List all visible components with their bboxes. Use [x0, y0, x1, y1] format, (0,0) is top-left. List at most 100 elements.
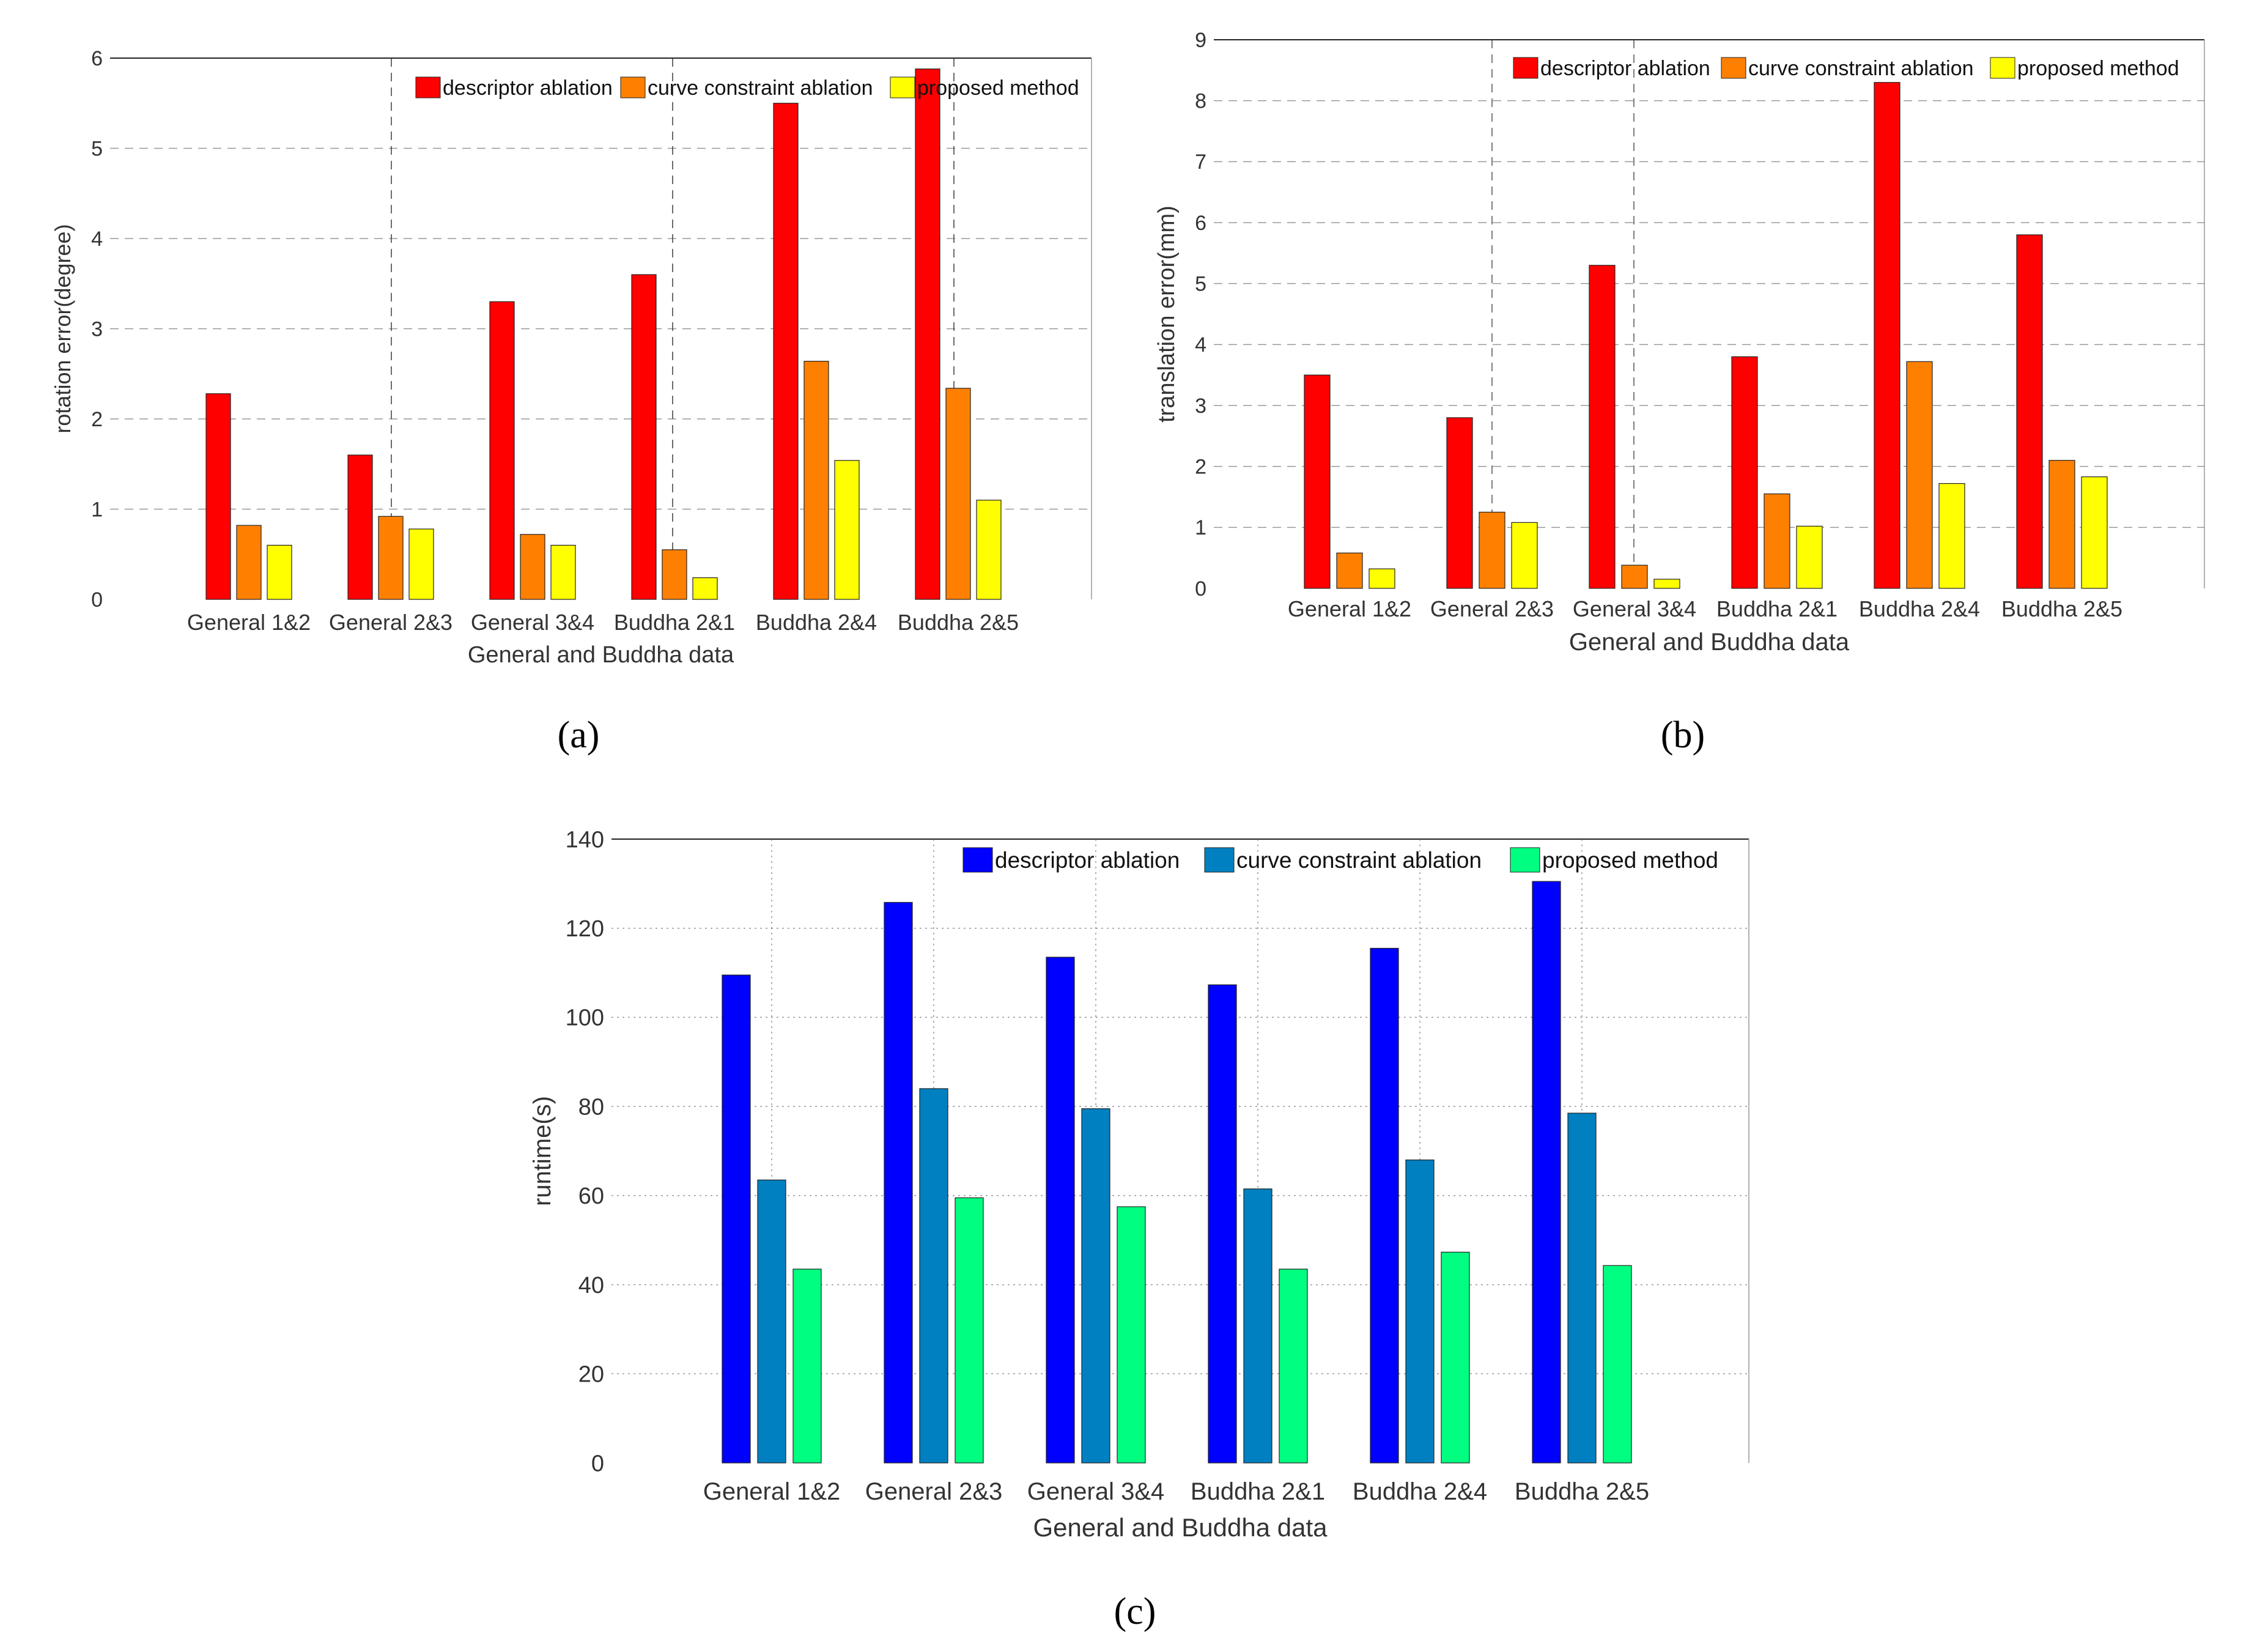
- bar-proposed-method-5: [2081, 476, 2108, 589]
- bar-proposed-method-1: [408, 528, 434, 600]
- bar-curve-constraint-ablation-0: [236, 525, 262, 600]
- bar-curve-constraint-ablation-2: [520, 534, 545, 600]
- legend-label: curve constraint ablation: [1748, 57, 1974, 80]
- bar-descriptor-ablation-1: [884, 901, 913, 1464]
- x-tick-label: Buddha 2&1: [1191, 1478, 1325, 1505]
- x-tick-label: General 3&4: [1027, 1478, 1165, 1505]
- legend-swatch: [1721, 57, 1746, 79]
- x-tick-label: Buddha 2&1: [614, 610, 735, 635]
- legend-label: proposed method: [2017, 57, 2179, 80]
- bar-curve-constraint-ablation-4: [803, 360, 829, 600]
- bar-descriptor-ablation-2: [1589, 265, 1616, 589]
- bar-curve-constraint-ablation-1: [1479, 511, 1505, 589]
- y-tick-label: 60: [578, 1183, 604, 1209]
- y-tick-label: 6: [91, 47, 103, 70]
- x-axis-label: General and Buddha data: [1569, 629, 1850, 656]
- y-tick-label: 3: [1195, 394, 1206, 418]
- y-tick-label: 0: [591, 1451, 604, 1476]
- y-tick-label: 20: [578, 1362, 604, 1388]
- y-tick-label: 140: [566, 827, 604, 853]
- bar-curve-constraint-ablation-0: [757, 1179, 786, 1464]
- bar-curve-constraint-ablation-5: [2048, 460, 2075, 589]
- x-tick-label: General 3&4: [1573, 596, 1696, 621]
- x-tick-label: General 1&2: [1288, 596, 1411, 621]
- bar-descriptor-ablation-3: [631, 274, 657, 600]
- y-axis-label: rotation error(degree): [50, 224, 75, 433]
- y-tick-label: 1: [1195, 516, 1206, 539]
- legend-swatch: [1204, 847, 1235, 873]
- x-tick-label: General 1&2: [703, 1478, 841, 1505]
- y-tick-label: 4: [91, 228, 103, 251]
- bar-proposed-method-3: [1279, 1268, 1308, 1464]
- bar-proposed-method-3: [692, 577, 718, 600]
- legend-swatch: [1990, 57, 2015, 79]
- legend-swatch: [415, 76, 441, 98]
- chart-b-translation-error: 0 1 2 3 4 5 6 7 8 9 General 1&2 General 2&3 General …: [1154, 29, 2205, 756]
- x-axis-label: General and Buddha data: [468, 642, 734, 668]
- bar-proposed-method-2: [1117, 1206, 1146, 1464]
- bar-proposed-method-2: [550, 544, 576, 600]
- bar-proposed-method-1: [1511, 522, 1538, 589]
- panel-caption: (c): [1114, 1591, 1156, 1632]
- x-tick-label: Buddha 2&4: [1353, 1478, 1487, 1505]
- bar-descriptor-ablation-3: [1731, 356, 1758, 589]
- bar-curve-constraint-ablation-2: [1621, 564, 1648, 589]
- bar-proposed-method-5: [976, 500, 1002, 600]
- panel-caption: (a): [558, 714, 600, 756]
- y-tick-label: 6: [1195, 212, 1206, 235]
- y-tick-label: 1: [91, 498, 103, 521]
- y-tick-label: 120: [566, 916, 604, 942]
- bar-descriptor-ablation-1: [1446, 417, 1473, 589]
- y-tick-label: 100: [566, 1005, 604, 1031]
- bar-curve-constraint-ablation-5: [945, 388, 971, 600]
- legend-label: descriptor ablation: [443, 76, 613, 100]
- legend-label: descriptor ablation: [995, 848, 1180, 873]
- bar-proposed-method-3: [1796, 525, 1823, 589]
- y-tick-label: 80: [578, 1094, 604, 1120]
- bar-curve-constraint-ablation-2: [1081, 1108, 1110, 1464]
- bar-descriptor-ablation-3: [1208, 984, 1237, 1464]
- x-tick-label: Buddha 2&1: [1716, 596, 1838, 621]
- bar-proposed-method-0: [1369, 568, 1395, 589]
- bar-curve-constraint-ablation-3: [1243, 1188, 1273, 1464]
- bar-descriptor-ablation-2: [489, 301, 515, 600]
- bar-proposed-method-0: [792, 1268, 822, 1464]
- legend-swatch: [620, 76, 646, 98]
- bar-descriptor-ablation-0: [205, 393, 231, 600]
- y-tick-label: 2: [1195, 456, 1206, 479]
- x-tick-label: General 2&3: [865, 1478, 1003, 1505]
- x-tick-label: General 2&3: [1430, 596, 1554, 621]
- bar-curve-constraint-ablation-4: [1405, 1159, 1435, 1464]
- x-tick-label: Buddha 2&5: [1515, 1478, 1649, 1505]
- bar-proposed-method-0: [267, 544, 292, 600]
- y-tick-label: 7: [1195, 150, 1206, 174]
- legend-swatch: [890, 76, 915, 98]
- y-tick-label: 9: [1195, 29, 1206, 52]
- y-tick-label: 5: [91, 137, 103, 160]
- bar-descriptor-ablation-4: [1874, 82, 1900, 589]
- bar-descriptor-ablation-5: [2016, 234, 2043, 589]
- legend-label: proposed method: [1542, 848, 1718, 873]
- chart-a-rotation-error: 0 1 2 3 4 5 6 General 1&2 General 2&3 General 3&4…: [50, 47, 1092, 756]
- x-tick-label: General 1&2: [187, 610, 311, 635]
- x-tick-label: Buddha 2&4: [1859, 596, 1980, 621]
- bar-proposed-method-5: [1603, 1265, 1632, 1464]
- y-tick-label: 40: [578, 1273, 604, 1298]
- bar-proposed-method-4: [834, 460, 860, 600]
- x-tick-label: General 2&3: [329, 610, 452, 635]
- bar-curve-constraint-ablation-4: [1906, 361, 1933, 589]
- bar-proposed-method-4: [1938, 483, 1965, 589]
- x-axis-label: General and Buddha data: [1033, 1513, 1328, 1542]
- y-tick-label: 0: [91, 588, 103, 612]
- x-tick-label: Buddha 2&5: [2001, 596, 2122, 621]
- bar-descriptor-ablation-2: [1046, 957, 1075, 1464]
- bar-descriptor-ablation-0: [722, 974, 751, 1464]
- y-tick-label: 3: [91, 317, 103, 341]
- y-axis-label: translation error(mm): [1154, 205, 1180, 423]
- bar-descriptor-ablation-5: [1532, 881, 1561, 1464]
- bar-curve-constraint-ablation-5: [1567, 1112, 1597, 1464]
- legend-swatch: [1510, 847, 1540, 873]
- x-tick-label: Buddha 2&4: [756, 610, 877, 635]
- bar-curve-constraint-ablation-3: [662, 549, 687, 600]
